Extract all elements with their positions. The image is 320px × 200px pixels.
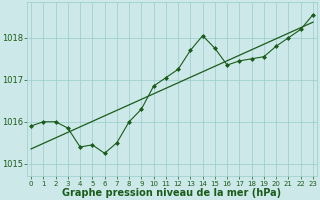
X-axis label: Graphe pression niveau de la mer (hPa): Graphe pression niveau de la mer (hPa) [62, 188, 282, 198]
